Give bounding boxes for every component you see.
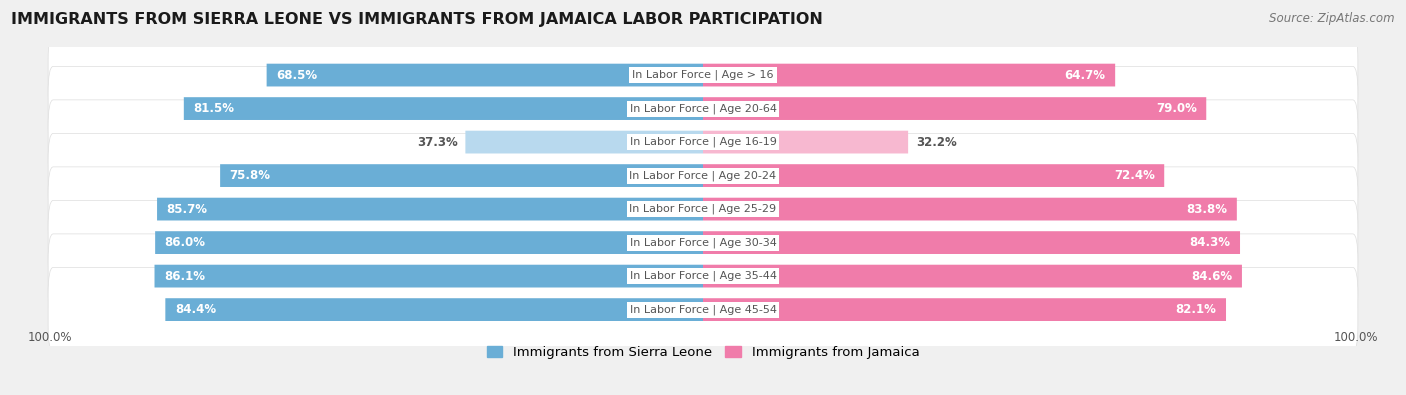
Text: In Labor Force | Age 35-44: In Labor Force | Age 35-44 xyxy=(630,271,776,281)
FancyBboxPatch shape xyxy=(703,131,908,154)
Text: 84.4%: 84.4% xyxy=(174,303,217,316)
Text: 86.1%: 86.1% xyxy=(165,270,205,282)
Text: In Labor Force | Age 20-64: In Labor Force | Age 20-64 xyxy=(630,103,776,114)
Text: In Labor Force | Age > 16: In Labor Force | Age > 16 xyxy=(633,70,773,80)
Text: 86.0%: 86.0% xyxy=(165,236,205,249)
Text: 32.2%: 32.2% xyxy=(915,135,956,149)
FancyBboxPatch shape xyxy=(703,198,1237,220)
FancyBboxPatch shape xyxy=(703,298,1226,321)
FancyBboxPatch shape xyxy=(703,164,1164,187)
FancyBboxPatch shape xyxy=(465,131,703,154)
Text: 68.5%: 68.5% xyxy=(276,69,318,82)
FancyBboxPatch shape xyxy=(48,234,1358,318)
FancyBboxPatch shape xyxy=(184,97,703,120)
Text: 81.5%: 81.5% xyxy=(194,102,235,115)
FancyBboxPatch shape xyxy=(703,64,1115,87)
FancyBboxPatch shape xyxy=(48,100,1358,184)
Text: 100.0%: 100.0% xyxy=(1334,331,1378,344)
Text: 75.8%: 75.8% xyxy=(229,169,271,182)
Text: 79.0%: 79.0% xyxy=(1156,102,1197,115)
FancyBboxPatch shape xyxy=(703,265,1241,288)
FancyBboxPatch shape xyxy=(48,134,1358,218)
Text: 82.1%: 82.1% xyxy=(1175,303,1216,316)
FancyBboxPatch shape xyxy=(703,231,1240,254)
Text: In Labor Force | Age 20-24: In Labor Force | Age 20-24 xyxy=(630,170,776,181)
FancyBboxPatch shape xyxy=(48,200,1358,285)
Legend: Immigrants from Sierra Leone, Immigrants from Jamaica: Immigrants from Sierra Leone, Immigrants… xyxy=(481,340,925,364)
FancyBboxPatch shape xyxy=(157,198,703,220)
FancyBboxPatch shape xyxy=(48,167,1358,251)
Text: 84.3%: 84.3% xyxy=(1189,236,1230,249)
FancyBboxPatch shape xyxy=(267,64,703,87)
Text: In Labor Force | Age 16-19: In Labor Force | Age 16-19 xyxy=(630,137,776,147)
FancyBboxPatch shape xyxy=(48,267,1358,352)
Text: 64.7%: 64.7% xyxy=(1064,69,1105,82)
FancyBboxPatch shape xyxy=(166,298,703,321)
FancyBboxPatch shape xyxy=(155,231,703,254)
Text: 100.0%: 100.0% xyxy=(28,331,72,344)
Text: In Labor Force | Age 25-29: In Labor Force | Age 25-29 xyxy=(630,204,776,214)
FancyBboxPatch shape xyxy=(48,66,1358,151)
FancyBboxPatch shape xyxy=(48,33,1358,117)
Text: Source: ZipAtlas.com: Source: ZipAtlas.com xyxy=(1270,12,1395,25)
Text: IMMIGRANTS FROM SIERRA LEONE VS IMMIGRANTS FROM JAMAICA LABOR PARTICIPATION: IMMIGRANTS FROM SIERRA LEONE VS IMMIGRAN… xyxy=(11,12,823,27)
FancyBboxPatch shape xyxy=(703,97,1206,120)
Text: 37.3%: 37.3% xyxy=(418,135,458,149)
Text: 84.6%: 84.6% xyxy=(1191,270,1233,282)
Text: In Labor Force | Age 45-54: In Labor Force | Age 45-54 xyxy=(630,305,776,315)
FancyBboxPatch shape xyxy=(155,265,703,288)
Text: 72.4%: 72.4% xyxy=(1114,169,1154,182)
Text: 83.8%: 83.8% xyxy=(1187,203,1227,216)
Text: In Labor Force | Age 30-34: In Labor Force | Age 30-34 xyxy=(630,237,776,248)
FancyBboxPatch shape xyxy=(221,164,703,187)
Text: 85.7%: 85.7% xyxy=(167,203,208,216)
